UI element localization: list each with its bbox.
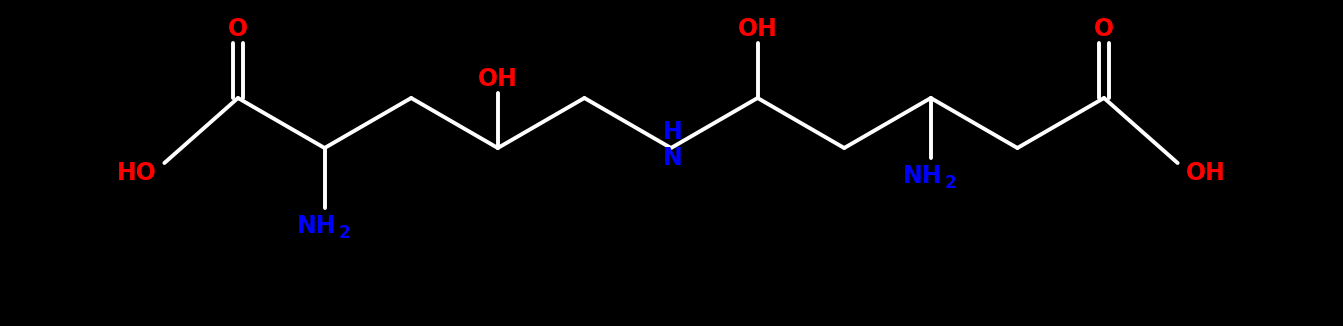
Text: HO: HO xyxy=(117,161,156,185)
Text: O: O xyxy=(228,17,248,41)
Text: H: H xyxy=(663,120,682,144)
Text: 2: 2 xyxy=(338,224,351,242)
Text: N: N xyxy=(663,146,682,170)
Text: OH: OH xyxy=(737,17,778,41)
Text: NH: NH xyxy=(902,164,943,188)
Text: 2: 2 xyxy=(945,174,956,192)
Text: OH: OH xyxy=(478,67,518,91)
Text: NH: NH xyxy=(297,214,336,238)
Text: OH: OH xyxy=(1186,161,1226,185)
Text: O: O xyxy=(1095,17,1115,41)
